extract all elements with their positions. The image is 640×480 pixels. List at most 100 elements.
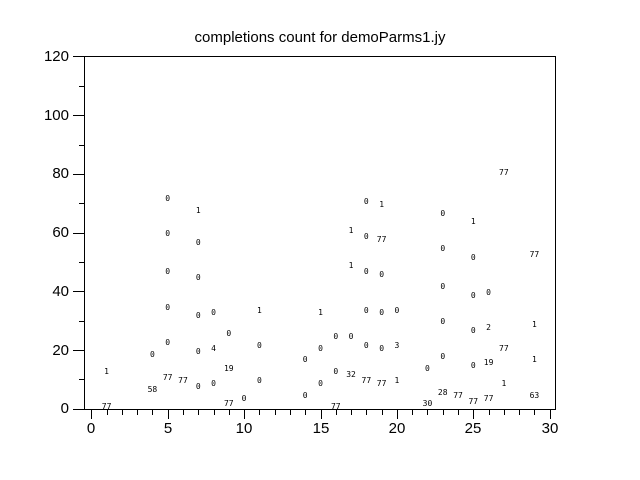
y-major-tick [73, 115, 84, 116]
data-point-label: 1 [256, 305, 262, 315]
data-point-label: 0 [363, 196, 369, 206]
y-tick-label: 80 [52, 165, 69, 182]
x-minor-tick [198, 410, 199, 415]
data-point-label: 77 [529, 249, 540, 259]
data-point-label: 1 [348, 226, 354, 236]
y-tick-label: 120 [43, 48, 69, 65]
data-point-label: 77 [376, 378, 387, 388]
data-point-label: 77 [223, 399, 234, 409]
data-point-label: 0 [318, 378, 323, 388]
data-point-label: 0 [165, 337, 171, 347]
data-point-label: 1 [470, 217, 476, 227]
x-tick-label: 5 [163, 420, 173, 437]
y-tick-label: 0 [60, 400, 69, 417]
data-point-label: 77 [499, 167, 509, 177]
x-minor-tick [290, 410, 291, 415]
data-point-label: 0 [165, 302, 171, 312]
y-minor-tick [79, 86, 84, 87]
y-major-tick [73, 291, 84, 292]
data-point-label: 77 [483, 393, 494, 403]
data-point-label: 0 [363, 305, 369, 315]
data-point-label: 0 [470, 326, 476, 336]
data-point-label: 77 [162, 373, 173, 383]
y-tick-label: 100 [43, 107, 69, 124]
data-point-label: 0 [318, 343, 323, 353]
data-point-label: 28 [437, 387, 448, 397]
x-tick-label: 25 [464, 420, 482, 437]
data-point-label: 0 [379, 343, 385, 353]
x-tick-label: 15 [312, 420, 330, 437]
data-point-label: 19 [223, 364, 234, 374]
data-point-label: 0 [379, 308, 385, 318]
x-minor-tick [412, 410, 413, 415]
data-point-label: 1 [104, 367, 109, 377]
data-point-label: 0 [440, 243, 446, 253]
data-point-label: 77 [178, 375, 188, 385]
data-point-label: 77 [361, 375, 372, 385]
y-tick-label: 40 [52, 283, 69, 300]
y-major-tick [73, 233, 84, 234]
data-point-label: 0 [440, 282, 446, 292]
x-major-tick [91, 410, 92, 419]
data-point-label: 0 [256, 375, 262, 385]
plot-title: completions count for demoParms1.jy [194, 29, 446, 46]
y-minor-tick [79, 145, 84, 146]
x-minor-tick [305, 410, 306, 415]
x-major-tick [473, 410, 474, 419]
data-point-label: 0 [195, 273, 201, 283]
x-tick-label: 10 [235, 420, 253, 437]
x-tick-label: 30 [541, 420, 559, 437]
x-minor-tick [382, 410, 383, 415]
data-point-label: 32 [346, 370, 356, 380]
y-tick-label: 20 [52, 342, 69, 359]
data-point-label: 0 [165, 193, 171, 203]
data-point-label: 2 [486, 323, 491, 333]
data-point-label: 1 [318, 308, 323, 318]
data-point-label: 0 [394, 305, 400, 315]
x-minor-tick [137, 410, 138, 415]
data-point-label: 77 [468, 396, 479, 406]
x-minor-tick [336, 410, 337, 415]
y-minor-tick [79, 321, 84, 322]
data-point-label: 0 [256, 340, 262, 350]
x-minor-tick [458, 410, 459, 415]
plot-box [84, 56, 556, 410]
y-minor-tick [79, 203, 84, 204]
x-major-tick [550, 410, 551, 419]
data-point-label: 1 [531, 320, 537, 330]
y-major-tick [73, 56, 84, 57]
data-point-label: 0 [470, 361, 476, 371]
data-point-label: 0 [363, 232, 369, 242]
data-point-label: 3 [394, 340, 400, 350]
data-point-label: 0 [165, 229, 171, 239]
data-point-label: 0 [363, 267, 369, 277]
data-point-label: 1 [394, 375, 400, 385]
data-point-label: 0 [195, 346, 201, 356]
data-point-label: 0 [470, 290, 476, 300]
data-point-label: 0 [211, 378, 216, 388]
x-minor-tick [427, 410, 428, 415]
data-point-label: 0 [486, 287, 491, 297]
data-point-label: 0 [211, 308, 216, 318]
data-point-label: 0 [440, 352, 446, 362]
x-minor-tick [534, 410, 535, 415]
data-point-label: 77 [376, 235, 387, 245]
data-point-label: 0 [440, 317, 446, 327]
data-point-label: 0 [363, 340, 369, 350]
x-minor-tick [489, 410, 490, 415]
data-point-label: 0 [226, 329, 232, 338]
y-minor-tick [79, 262, 84, 263]
x-minor-tick [519, 410, 520, 415]
data-point-label: 0 [348, 331, 354, 341]
y-major-tick [73, 409, 84, 410]
data-point-label: 4 [211, 343, 216, 353]
data-point-label: 0 [195, 381, 201, 391]
data-point-label: 0 [379, 270, 385, 280]
x-major-tick [244, 410, 245, 419]
data-point-label: 0 [302, 355, 308, 365]
x-minor-tick [351, 410, 352, 415]
x-tick-label: 20 [388, 420, 406, 437]
data-point-label: 63 [529, 390, 540, 400]
data-point-label: 0 [333, 331, 339, 341]
